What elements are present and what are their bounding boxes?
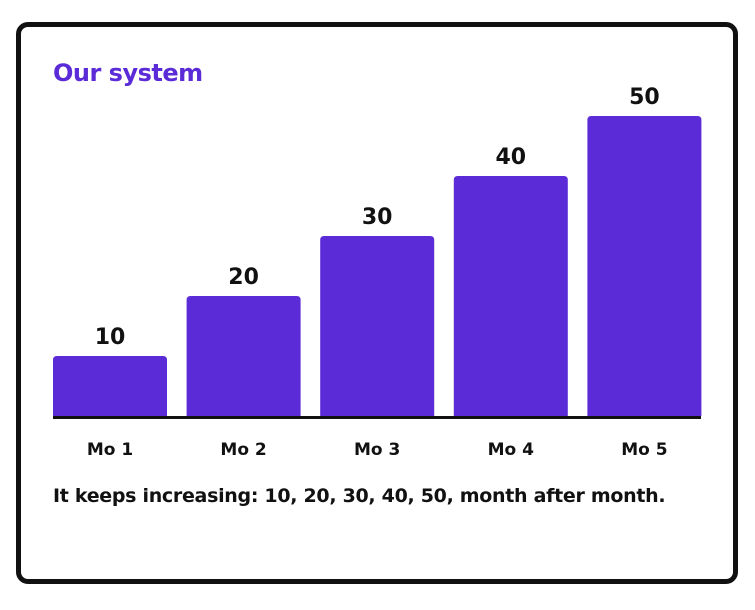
- bar-5: [587, 116, 702, 416]
- chart-title: Our system: [53, 59, 203, 87]
- value-label-2: 20: [228, 265, 259, 290]
- category-label-3: Mo 3: [354, 440, 400, 460]
- bar-1: [53, 356, 167, 416]
- category-label-1: Mo 1: [87, 440, 133, 460]
- bar-3: [320, 236, 435, 416]
- value-label-5: 50: [629, 85, 660, 110]
- bar-4: [453, 176, 568, 416]
- bar-2: [186, 296, 301, 416]
- category-label-5: Mo 5: [621, 440, 667, 460]
- value-label-3: 30: [362, 205, 393, 230]
- value-label-1: 10: [95, 325, 126, 350]
- chart-caption: It keeps increasing: 10, 20, 30, 40, 50,…: [53, 485, 666, 507]
- value-label-4: 40: [495, 145, 526, 170]
- category-label-4: Mo 4: [488, 440, 535, 460]
- category-label-2: Mo 2: [220, 440, 266, 460]
